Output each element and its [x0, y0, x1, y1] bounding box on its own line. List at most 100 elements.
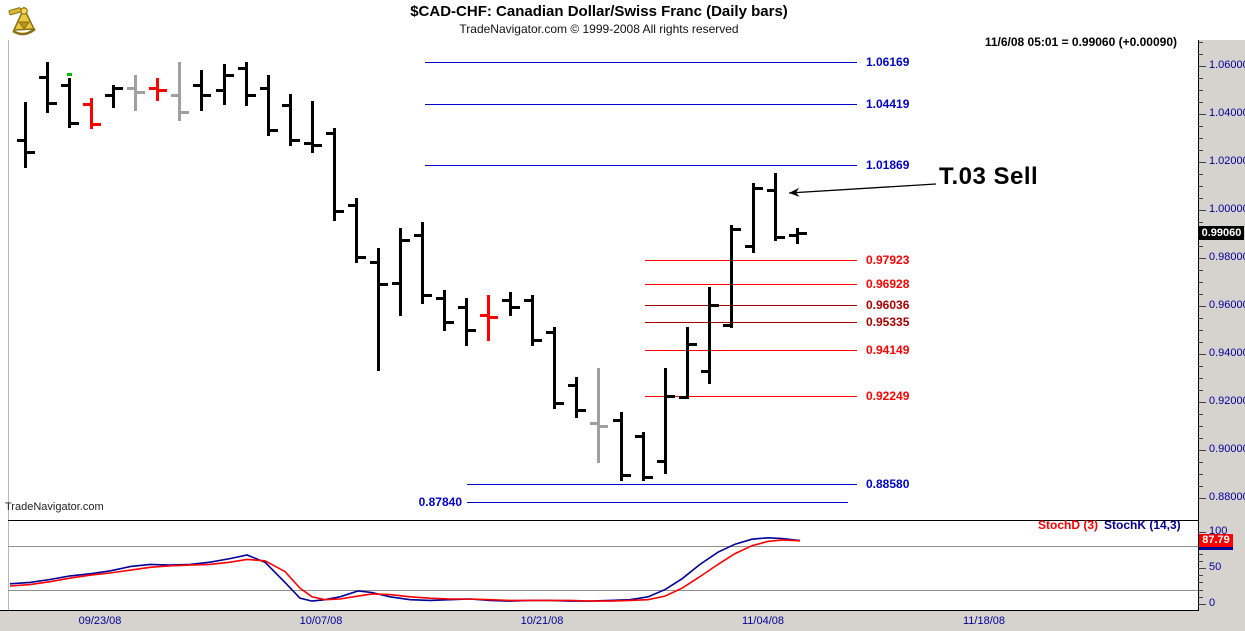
ohlc-close-tick — [645, 476, 653, 479]
price-axis-tick — [1198, 462, 1203, 463]
price-axis-tick — [1198, 342, 1203, 343]
ohlc-close-tick — [380, 283, 388, 286]
stoch-value-badge: 87.79 — [1199, 534, 1233, 547]
price-axis-tick — [1198, 162, 1206, 163]
ohlc-bar-stem — [68, 78, 71, 128]
ohlc-open-tick — [171, 94, 179, 97]
ohlc-open-tick — [590, 422, 598, 425]
stoch-axis-tick — [1198, 597, 1203, 598]
ohlc-close-tick — [689, 343, 697, 346]
stoch-axis-tick — [1198, 604, 1206, 605]
price-axis-tick — [1198, 498, 1206, 499]
level-line[interactable] — [645, 305, 857, 306]
ohlc-open-tick — [436, 297, 444, 300]
price-axis-tick — [1198, 198, 1203, 199]
price-axis-tick — [1198, 306, 1206, 307]
price-axis-tick — [1198, 330, 1203, 331]
stoch-axis-tick — [1198, 554, 1203, 555]
sell-annotation[interactable]: T.03 Sell — [939, 163, 1039, 190]
level-line[interactable] — [645, 260, 857, 261]
ohlc-close-tick — [248, 94, 256, 97]
ohlc-close-tick — [711, 304, 719, 307]
ohlc-close-tick — [159, 89, 167, 92]
ohlc-bar-stem — [752, 183, 755, 253]
ohlc-bar-stem — [134, 75, 137, 111]
chart-title: $CAD-CHF: Canadian Dollar/Swiss Franc (D… — [410, 3, 788, 20]
price-axis-tick — [1198, 90, 1203, 91]
ohlc-open-tick — [17, 139, 25, 142]
date-axis-strip[interactable] — [0, 611, 1245, 631]
level-line[interactable] — [425, 62, 857, 63]
ohlc-bar-stem — [46, 62, 49, 113]
ohlc-open-tick — [326, 132, 334, 135]
ohlc-close-tick — [93, 123, 101, 126]
ohlc-open-tick — [789, 234, 797, 237]
ohlc-close-tick — [424, 294, 432, 297]
ohlc-bar-stem — [443, 290, 446, 331]
price-axis-tick — [1198, 486, 1203, 487]
ohlc-bar-stem — [487, 295, 490, 341]
ohlc-open-tick — [679, 396, 687, 399]
ohlc-open-tick — [613, 419, 621, 422]
level-line[interactable] — [467, 484, 857, 485]
stoch-axis-tick — [1198, 590, 1203, 591]
ohlc-close-tick — [115, 87, 123, 90]
ohlc-close-tick — [226, 74, 234, 77]
price-axis-tick — [1198, 54, 1203, 55]
level-line[interactable] — [645, 350, 857, 351]
tradenavigator-logo[interactable] — [6, 2, 42, 38]
stoch-axis-tick — [1198, 532, 1206, 533]
ohlc-bar-stem — [531, 295, 534, 346]
price-axis-tick — [1198, 354, 1206, 355]
price-axis-tick — [1198, 114, 1206, 115]
ohlc-bar-stem — [245, 62, 248, 106]
level-line[interactable] — [425, 165, 857, 166]
ohlc-close-tick — [578, 409, 586, 412]
level-line[interactable] — [645, 284, 857, 285]
ohlc-close-tick — [556, 402, 564, 405]
price-axis-tick — [1198, 66, 1206, 67]
price-axis-tick — [1198, 258, 1206, 259]
ohlc-close-tick — [623, 474, 631, 477]
stoch-axis-label: 50 — [1209, 561, 1222, 573]
ohlc-close-tick — [137, 91, 145, 94]
price-axis-label: 1.04000 — [1209, 107, 1245, 119]
price-axis-tick — [1198, 78, 1203, 79]
legend-stochk[interactable]: StochK (14,3) — [1104, 518, 1181, 532]
price-axis-label: 1.06000 — [1209, 59, 1245, 71]
ohlc-open-tick — [414, 234, 422, 237]
price-axis-tick — [1198, 438, 1203, 439]
ohlc-close-tick — [71, 122, 79, 125]
price-axis-tick — [1198, 366, 1203, 367]
ohlc-open-tick — [348, 204, 356, 207]
ohlc-close-tick — [49, 102, 57, 105]
ohlc-bar-stem — [156, 78, 159, 101]
level-line[interactable] — [425, 104, 857, 105]
date-axis-label: 09/23/08 — [78, 615, 122, 627]
price-axis-tick — [1198, 474, 1203, 475]
ohlc-close-tick — [755, 187, 763, 190]
stoch-plot-area[interactable] — [9, 521, 1198, 610]
price-axis-label: 0.92000 — [1209, 395, 1245, 407]
stoch-axis-tick — [1198, 561, 1203, 562]
legend-stochd[interactable]: StochD (3) — [1038, 518, 1098, 532]
ohlc-open-tick — [149, 87, 157, 90]
ohlc-open-tick — [238, 67, 246, 70]
level-line[interactable] — [467, 502, 848, 503]
ohlc-bar-stem — [465, 298, 468, 346]
price-axis-label: 1.02000 — [1209, 155, 1245, 167]
ohlc-bar-stem — [289, 94, 292, 146]
level-label: 1.01869 — [866, 158, 910, 172]
ohlc-open-tick — [260, 87, 268, 90]
ohlc-bar-stem — [730, 225, 733, 328]
level-line[interactable] — [645, 396, 857, 397]
level-label: 0.87840 — [418, 495, 462, 509]
ohlc-bar-stem — [267, 75, 270, 136]
ohlc-close-tick — [512, 306, 520, 309]
ohlc-open-tick — [127, 87, 135, 90]
level-line[interactable] — [645, 322, 857, 323]
ohlc-open-tick — [105, 94, 113, 97]
ohlc-open-tick — [370, 261, 378, 264]
ohlc-close-tick — [358, 256, 366, 259]
